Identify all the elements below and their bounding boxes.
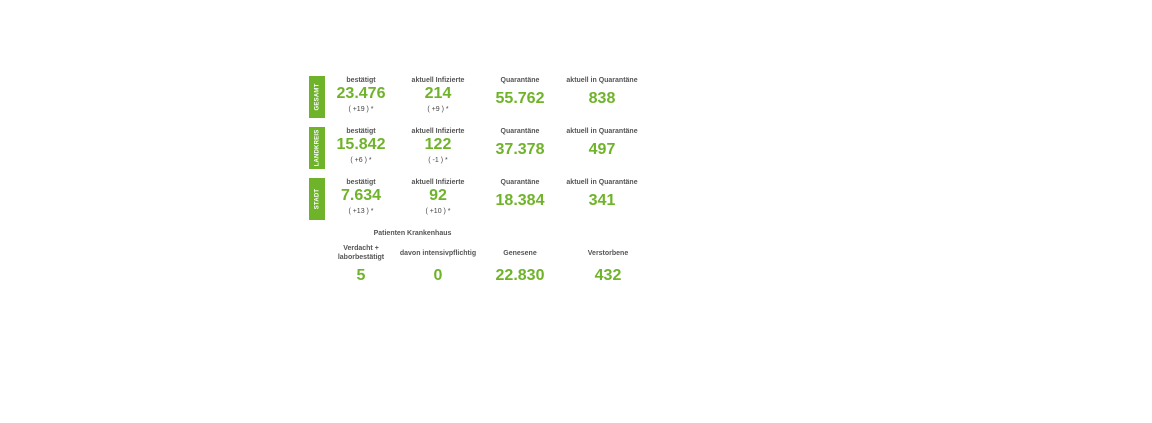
value-infizierte: 214	[424, 85, 452, 102]
value-verstorbene: 432	[594, 267, 622, 284]
heading-infizierte: aktuell Infizierte	[411, 77, 465, 84]
value-bestaetigt: 15.842	[336, 136, 386, 153]
value-intensiv: 0	[433, 267, 443, 284]
heading-aktuell-quarantaene: aktuell in Quarantäne	[566, 179, 638, 186]
delta-bestaetigt: ( +19 ) *	[348, 106, 374, 113]
cell-intensiv: davon intensivpflichtig 0	[388, 242, 488, 285]
cell-infizierte: aktuell Infizierte 214 ( +9 ) *	[393, 76, 483, 114]
cell-bestaetigt: bestätigt 7.634 ( +13 ) *	[316, 178, 406, 216]
value-quarantaene: 55.762	[495, 90, 545, 107]
heading-verstorbene: Verstorbene	[558, 242, 658, 264]
heading-quarantaene: Quarantäne	[500, 128, 540, 135]
heading-infizierte: aktuell Infizierte	[411, 128, 465, 135]
value-infizierte: 122	[424, 136, 452, 153]
block-landkreis: LANDKREIS bestätigt 15.842 ( +6 ) * aktu…	[309, 127, 669, 169]
heading-infizierte: aktuell Infizierte	[411, 179, 465, 186]
cell-aktuell-quarantaene: aktuell in Quarantäne 341	[557, 178, 647, 210]
heading-genesene: Genesene	[470, 242, 570, 264]
delta-infizierte: ( +9 ) *	[427, 106, 449, 113]
cell-quarantaene: Quarantäne 18.384	[475, 178, 565, 210]
heading-verdacht-line1: Verdacht +	[343, 245, 379, 252]
cell-genesene: Genesene 22.830	[470, 242, 570, 285]
value-quarantaene: 18.384	[495, 192, 545, 209]
heading-quarantaene: Quarantäne	[500, 179, 540, 186]
delta-bestaetigt: ( +13 ) *	[348, 208, 374, 215]
cell-quarantaene: Quarantäne 37.378	[475, 127, 565, 159]
side-label-gesamt: GESAMT	[309, 76, 325, 118]
hospital-section-title: Patienten Krankenhaus	[373, 230, 452, 237]
cell-bestaetigt: bestätigt 23.476 ( +19 ) *	[316, 76, 406, 114]
cell-verstorbene: Verstorbene 432	[558, 242, 658, 285]
cell-infizierte: aktuell Infizierte 92 ( +10 ) *	[393, 178, 483, 216]
delta-infizierte: ( +10 ) *	[425, 208, 451, 215]
cell-quarantaene: Quarantäne 55.762	[475, 76, 565, 108]
cell-aktuell-quarantaene: aktuell in Quarantäne 497	[557, 127, 647, 159]
value-bestaetigt: 7.634	[340, 187, 382, 204]
value-quarantaene: 37.378	[495, 141, 545, 158]
value-aktuell-quarantaene: 497	[588, 141, 616, 158]
heading-verdacht: Verdacht + laborbestätigt	[311, 242, 411, 264]
heading-quarantaene: Quarantäne	[500, 77, 540, 84]
value-aktuell-quarantaene: 838	[588, 90, 616, 107]
cell-verdacht: Verdacht + laborbestätigt 5	[311, 242, 411, 285]
heading-genesene-text: Genesene	[503, 249, 537, 257]
delta-infizierte: ( -1 ) *	[428, 157, 448, 164]
heading-verdacht-line2: laborbestätigt	[337, 254, 385, 261]
heading-intensiv-text: davon intensivpflichtig	[399, 249, 477, 257]
heading-bestaetigt: bestätigt	[346, 128, 376, 135]
heading-bestaetigt: bestätigt	[346, 179, 376, 186]
cell-infizierte: aktuell Infizierte 122 ( -1 ) *	[393, 127, 483, 165]
cell-bestaetigt: bestätigt 15.842 ( +6 ) *	[316, 127, 406, 165]
block-gesamt: GESAMT bestätigt 23.476 ( +19 ) * aktuel…	[309, 76, 669, 118]
heading-intensiv: davon intensivpflichtig	[388, 242, 488, 264]
heading-bestaetigt: bestätigt	[346, 77, 376, 84]
value-verdacht: 5	[356, 267, 366, 284]
side-label-landkreis: LANDKREIS	[309, 127, 325, 169]
heading-verstorbene-text: Verstorbene	[587, 249, 629, 257]
value-bestaetigt: 23.476	[336, 85, 386, 102]
side-label-stadt: STADT	[309, 178, 325, 220]
heading-aktuell-quarantaene: aktuell in Quarantäne	[566, 77, 638, 84]
value-infizierte: 92	[429, 187, 447, 204]
block-stadt: STADT bestätigt 7.634 ( +13 ) * aktuell …	[309, 178, 669, 220]
heading-aktuell-quarantaene: aktuell in Quarantäne	[566, 128, 638, 135]
value-genesene: 22.830	[495, 267, 545, 284]
delta-bestaetigt: ( +6 ) *	[350, 157, 372, 164]
value-aktuell-quarantaene: 341	[588, 192, 616, 209]
cell-aktuell-quarantaene: aktuell in Quarantäne 838	[557, 76, 647, 108]
